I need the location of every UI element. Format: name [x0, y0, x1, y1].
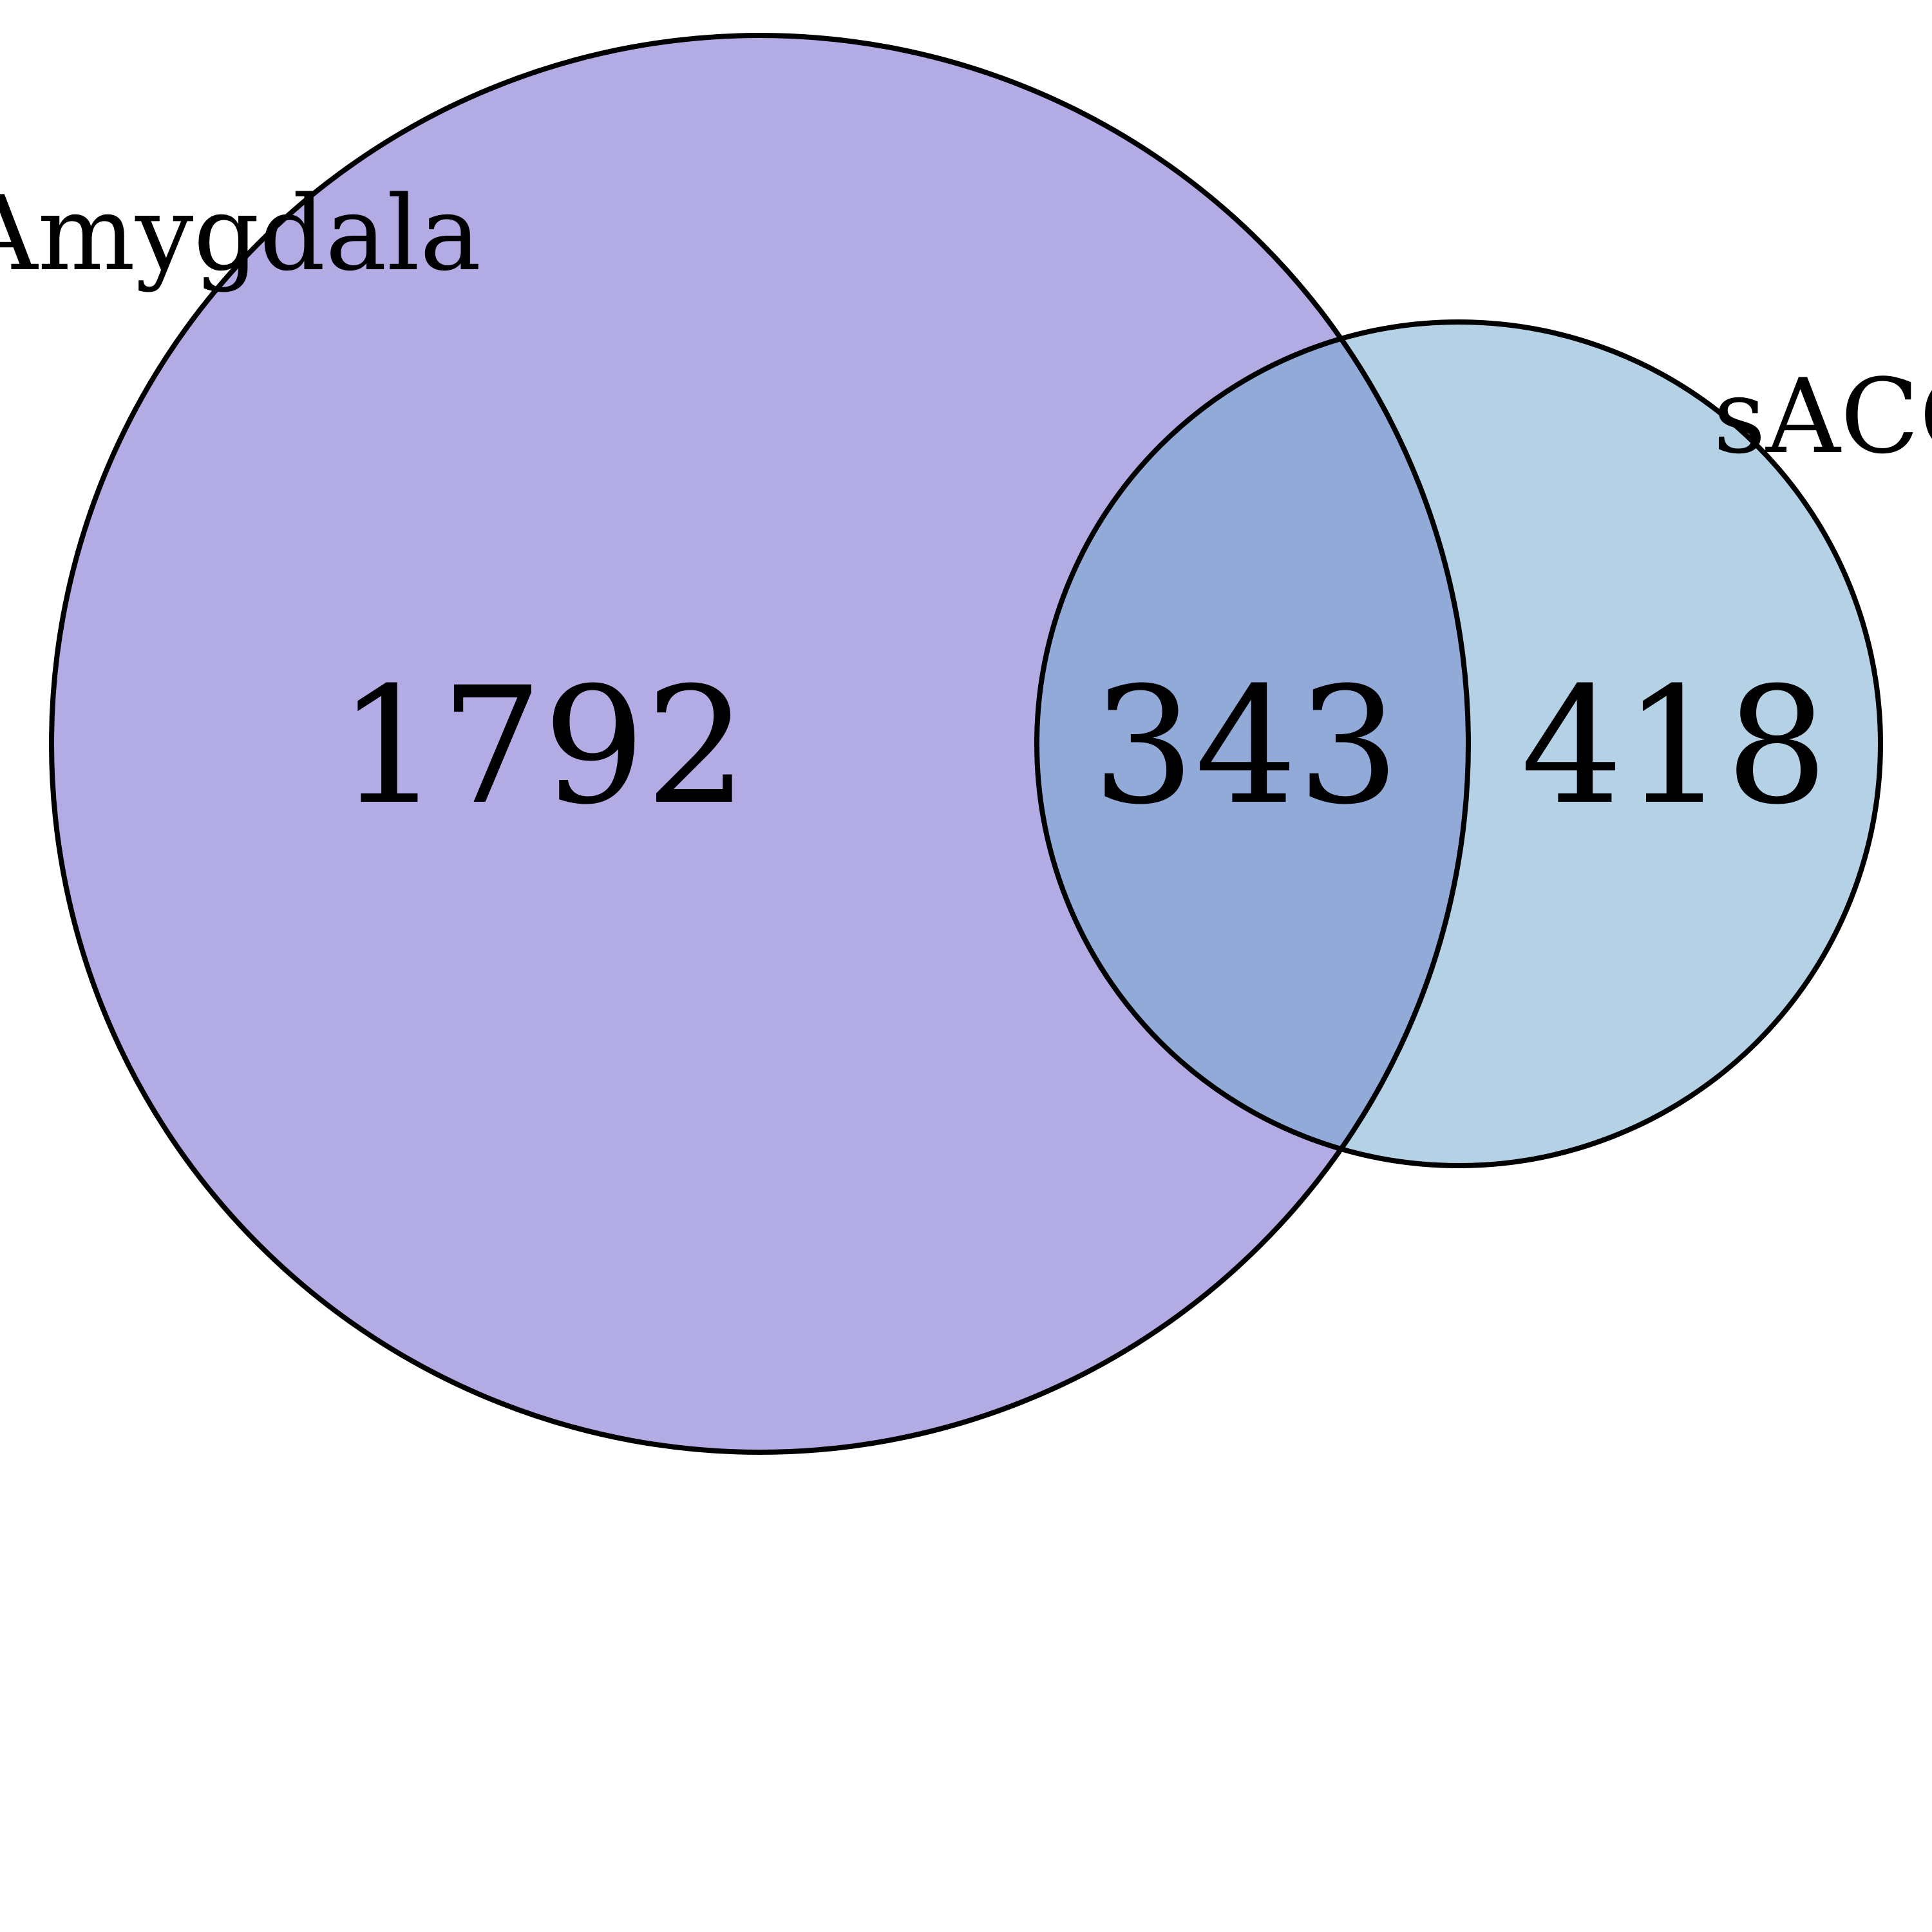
- set-a-region: [52, 35, 1468, 1452]
- count-only-b: 418: [1520, 652, 1828, 840]
- set-a-outline: [49, 33, 1471, 1455]
- set-b-outline: [1034, 319, 1883, 1168]
- set-a-label: Amygdala: [0, 173, 481, 294]
- set-b-label: sACC: [1713, 356, 1932, 477]
- intersection-region: [1037, 322, 1468, 1166]
- count-only-a: 1792: [338, 652, 748, 840]
- count-intersection: 343: [1092, 652, 1399, 840]
